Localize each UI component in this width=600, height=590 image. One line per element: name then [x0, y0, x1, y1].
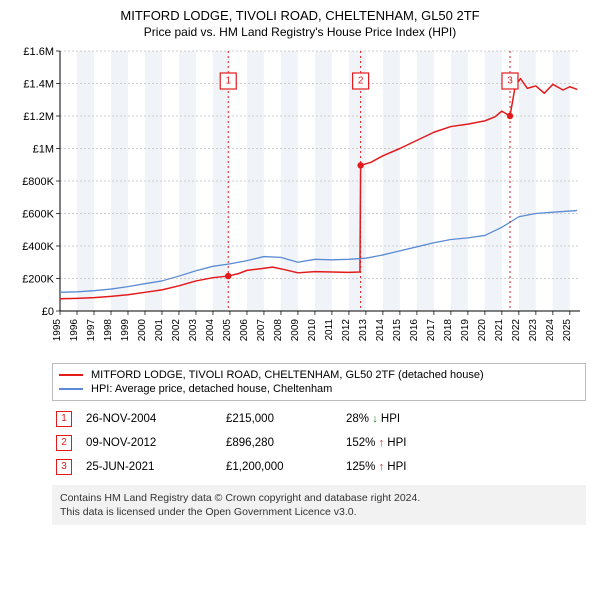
x-tick-label: 2009: [290, 319, 301, 342]
event-vs-hpi: 125% ↑ HPI: [342, 455, 586, 479]
event-price: £1,200,000: [222, 455, 342, 479]
event-marker-dot: [507, 113, 513, 119]
chart-plot-area: £0 £200K £400K £600K £800K £1M £1.2M £1.4M £1.6M…: [10, 45, 590, 355]
y-tick-label: £1.4M: [23, 79, 54, 91]
events-table: 1 26-NOV-2004£215,00028% ↓ HPI 2 09-NOV-201…: [52, 407, 586, 479]
y-tick-label: £0: [42, 306, 54, 318]
x-tick-label: 2002: [171, 319, 182, 342]
legend-swatch: [59, 388, 83, 390]
x-tick-label: 2024: [545, 319, 556, 342]
event-marker-dot: [225, 273, 231, 279]
x-tick-label: 2017: [426, 319, 437, 342]
event-marker-dot: [357, 162, 363, 168]
y-tick-label: £600K: [22, 209, 54, 221]
x-tick-label: 2020: [477, 319, 488, 342]
x-tick-label: 2007: [256, 319, 267, 342]
event-vs-hpi: 28% ↓ HPI: [342, 407, 586, 431]
y-tick-label: £1M: [33, 144, 54, 156]
event-vs-hpi: 152% ↑ HPI: [342, 431, 586, 455]
footer-line-2: This data is licensed under the Open Gov…: [60, 505, 578, 519]
event-row-marker: 1: [56, 411, 72, 427]
x-tick-label: 2001: [154, 319, 165, 342]
x-tick-label: 2015: [392, 319, 403, 342]
x-tick-label: 2004: [205, 319, 216, 342]
footer-attribution: Contains HM Land Registry data © Crown c…: [52, 485, 586, 525]
legend-label: MITFORD LODGE, TIVOLI ROAD, CHELTENHAM, …: [91, 369, 484, 381]
event-marker-number: 3: [507, 76, 513, 87]
event-price: £215,000: [222, 407, 342, 431]
x-tick-label: 1996: [69, 319, 80, 342]
event-row-marker: 3: [56, 459, 72, 475]
event-date: 09-NOV-2012: [82, 431, 222, 455]
event-marker-number: 1: [225, 76, 231, 87]
event-date: 26-NOV-2004: [82, 407, 222, 431]
x-tick-label: 2010: [307, 319, 318, 342]
legend-swatch: [59, 374, 83, 376]
x-tick-label: 2014: [375, 319, 386, 342]
legend-box: MITFORD LODGE, TIVOLI ROAD, CHELTENHAM, …: [52, 363, 586, 401]
y-tick-label: £1.6M: [23, 46, 54, 58]
x-tick-label: 2018: [443, 319, 454, 342]
chart-container: MITFORD LODGE, TIVOLI ROAD, CHELTENHAM, …: [0, 0, 600, 590]
event-row-marker: 2: [56, 435, 72, 451]
event-row: 1 26-NOV-2004£215,00028% ↓ HPI: [52, 407, 586, 431]
x-tick-label: 2006: [239, 319, 250, 342]
x-tick-label: 2016: [409, 319, 420, 342]
x-tick-label: 1995: [52, 319, 63, 342]
y-tick-label: £1.2M: [23, 111, 54, 123]
legend-row: HPI: Average price, detached house, Chel…: [59, 382, 579, 396]
x-tick-label: 2022: [511, 319, 522, 342]
chart-svg: £0 £200K £400K £600K £800K £1M £1.2M £1.4M £1.6M…: [10, 45, 590, 355]
x-tick-label: 2008: [273, 319, 284, 342]
x-tick-label: 2005: [222, 319, 233, 342]
x-tick-label: 2025: [562, 319, 573, 342]
event-price: £896,280: [222, 431, 342, 455]
x-tick-label: 2023: [528, 319, 539, 342]
x-tick-label: 2012: [341, 319, 352, 342]
x-tick-label: 2019: [460, 319, 471, 342]
x-tick-label: 2011: [324, 319, 335, 341]
event-row: 3 25-JUN-2021£1,200,000125% ↑ HPI: [52, 455, 586, 479]
y-tick-label: £400K: [22, 241, 54, 253]
x-tick-label: 2013: [358, 319, 369, 342]
event-row: 2 09-NOV-2012£896,280152% ↑ HPI: [52, 431, 586, 455]
x-tick-label: 2003: [188, 319, 199, 342]
chart-subtitle: Price paid vs. HM Land Registry's House …: [10, 25, 590, 39]
x-tick-label: 2000: [137, 319, 148, 342]
footer-line-1: Contains HM Land Registry data © Crown c…: [60, 491, 578, 505]
y-tick-label: £800K: [22, 176, 54, 188]
x-tick-label: 1997: [86, 319, 97, 342]
event-marker-number: 2: [358, 76, 364, 87]
legend-row: MITFORD LODGE, TIVOLI ROAD, CHELTENHAM, …: [59, 368, 579, 382]
chart-title: MITFORD LODGE, TIVOLI ROAD, CHELTENHAM, …: [10, 8, 590, 23]
y-tick-label: £200K: [22, 274, 54, 286]
x-tick-label: 2021: [494, 319, 505, 342]
x-tick-label: 1999: [120, 319, 131, 342]
x-tick-label: 1998: [103, 319, 114, 342]
event-date: 25-JUN-2021: [82, 455, 222, 479]
legend-label: HPI: Average price, detached house, Chel…: [91, 383, 332, 395]
